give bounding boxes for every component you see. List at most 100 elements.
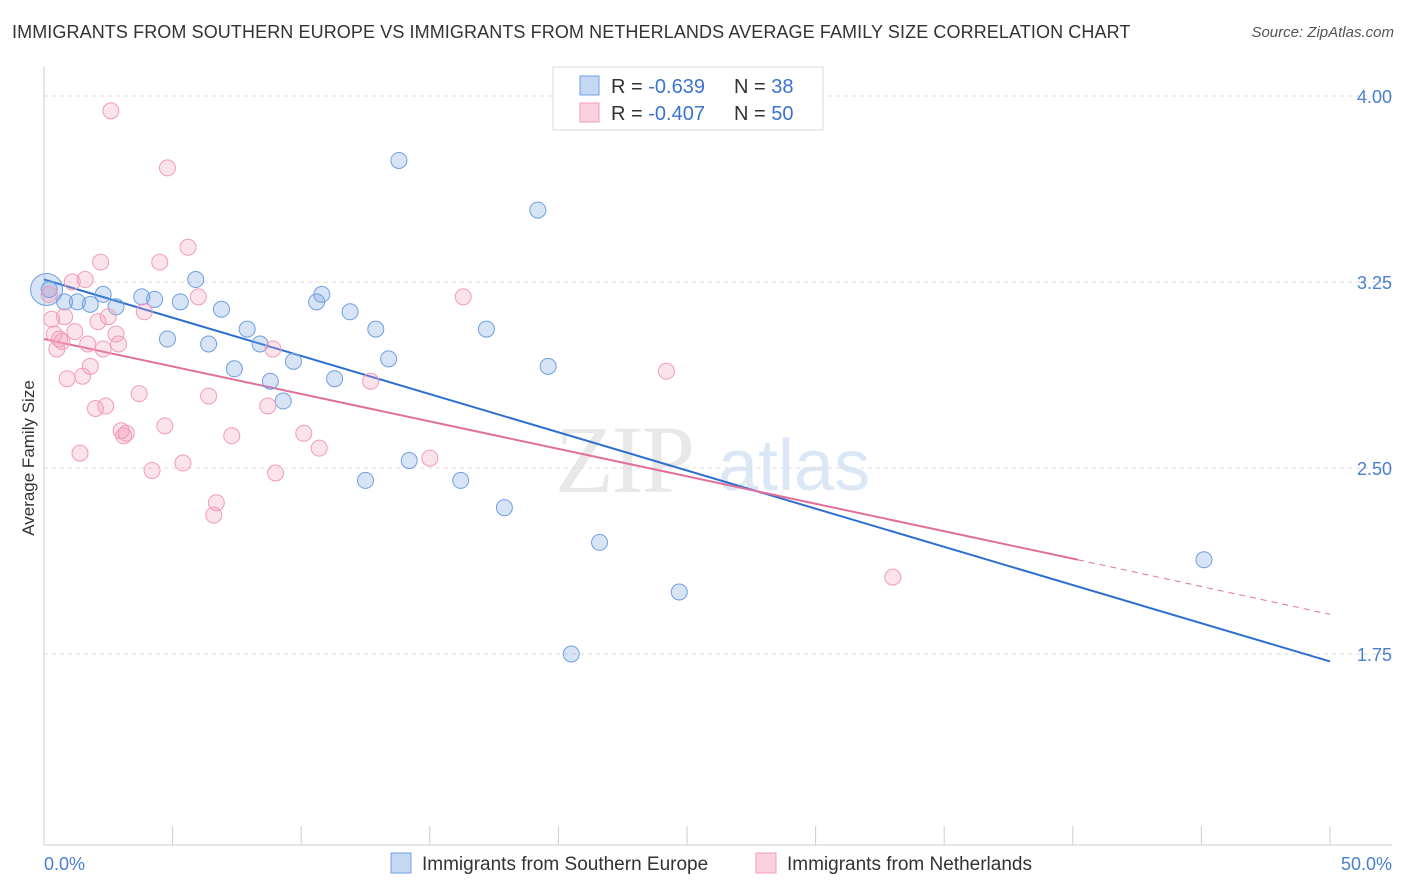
point-netherlands-38	[259, 397, 277, 415]
point-netherlands-12	[81, 357, 99, 375]
svg-text:N = 38: N = 38	[734, 76, 794, 98]
point-southern-europe-16	[261, 372, 279, 390]
point-southern-europe-25	[380, 350, 398, 368]
trend-line-2	[43, 338, 1079, 561]
point-southern-europe-17	[274, 392, 292, 410]
point-netherlands-27	[143, 461, 161, 479]
point-southern-europe-27	[400, 452, 418, 470]
point-southern-europe-26	[390, 151, 408, 169]
trend-line-extension-2	[1077, 559, 1331, 615]
point-netherlands-24	[117, 424, 135, 442]
point-southern-europe-11	[200, 335, 218, 353]
point-netherlands-14	[89, 313, 107, 331]
series-legend: Immigrants from Southern Europe Immigran…	[390, 852, 1032, 875]
point-netherlands-1	[43, 310, 61, 328]
point-netherlands-7	[63, 273, 81, 291]
point-southern-europe-30	[495, 499, 513, 517]
point-southern-europe-14	[238, 320, 256, 338]
point-netherlands-11	[79, 335, 97, 353]
point-netherlands-49	[50, 330, 68, 348]
point-netherlands-23	[115, 427, 133, 445]
point-southern-europe-28	[452, 471, 470, 489]
legend-n-value-2: 50	[771, 103, 793, 125]
point-southern-europe-23	[357, 471, 374, 489]
legend-r-label-1: R =	[611, 76, 648, 98]
legend-swatch-pink	[579, 102, 600, 123]
source-label: Source: ZipAtlas.com	[1251, 24, 1394, 41]
point-southern-europe-8	[158, 330, 176, 348]
y-tick-label-0: 1.75	[1357, 645, 1392, 665]
point-southern-europe-32	[539, 357, 557, 375]
legend-r-value-2: -0.407	[648, 103, 705, 125]
watermark-zip: ZIP	[555, 406, 693, 513]
point-netherlands-32	[179, 238, 197, 256]
point-southern-europe-4	[94, 285, 112, 303]
y-tick-label-1: 2.50	[1357, 459, 1392, 479]
axes: 1.75 2.50 3.25 4.00 0.0% 50.0%	[43, 66, 1392, 874]
point-southern-europe-33	[562, 645, 580, 663]
bottom-legend-label-1: Immigrants from Southern Europe	[422, 854, 708, 875]
bottom-legend-label-2: Immigrants from Netherlands	[787, 854, 1032, 875]
watermark-atlas: atlas	[718, 426, 870, 506]
point-southern-europe-35	[670, 583, 688, 601]
point-netherlands-19	[102, 102, 120, 120]
point-southern-europe-34	[591, 533, 609, 551]
svg-text:N = 50: N = 50	[734, 103, 794, 125]
point-netherlands-41	[295, 424, 313, 442]
bottom-legend-swatch-pink	[755, 852, 777, 874]
point-southern-europe-6	[133, 288, 151, 306]
stats-legend: R = -0.639 N = 38 R = -0.407 N = 50	[552, 66, 824, 131]
data-points	[30, 102, 1213, 663]
point-netherlands-6	[58, 370, 76, 388]
point-netherlands-46	[657, 362, 675, 380]
legend-n-label-2: N =	[734, 103, 771, 125]
point-netherlands-48	[71, 444, 89, 462]
point-netherlands-10	[76, 271, 94, 289]
point-netherlands-37	[223, 427, 241, 445]
legend-r-label-2: R =	[611, 103, 648, 125]
point-netherlands-26	[135, 303, 153, 321]
point-southern-europe-12	[212, 300, 230, 318]
x-tick-label-1: 50.0%	[1341, 854, 1392, 874]
point-southern-europe-10	[187, 271, 205, 289]
point-netherlands-45	[454, 288, 472, 306]
point-southern-europe-20	[313, 285, 331, 303]
point-southern-europe-0	[40, 280, 58, 298]
trend-lines	[43, 278, 1331, 663]
gridlines	[44, 95, 1392, 655]
point-southern-europe-37	[30, 272, 64, 306]
svg-text:R = -0.639: R = -0.639	[611, 76, 705, 98]
point-southern-europe-18	[284, 352, 302, 370]
point-netherlands-28	[151, 253, 169, 271]
legend-swatch-blue	[579, 75, 600, 96]
point-netherlands-4	[53, 333, 71, 351]
point-netherlands-43	[362, 372, 380, 390]
svg-text:R = -0.407: R = -0.407	[611, 103, 705, 125]
point-netherlands-29	[156, 417, 174, 435]
point-netherlands-44	[421, 449, 439, 467]
point-southern-europe-24	[367, 320, 385, 338]
point-netherlands-17	[97, 397, 115, 415]
y-tick-label-2: 3.25	[1357, 273, 1392, 293]
point-southern-europe-31	[529, 201, 547, 219]
point-southern-europe-36	[1195, 551, 1213, 569]
y-axis-label: Average Family Size	[19, 380, 38, 536]
trend-line-1	[43, 278, 1331, 663]
bottom-legend-swatch-blue	[390, 852, 412, 874]
point-netherlands-5	[56, 308, 74, 326]
chart-title: IMMIGRANTS FROM SOUTHERN EUROPE VS IMMIG…	[12, 22, 1131, 42]
point-netherlands-18	[99, 308, 117, 326]
point-southern-europe-21	[326, 370, 344, 388]
point-southern-europe-15	[251, 335, 269, 353]
point-netherlands-33	[189, 288, 207, 306]
point-netherlands-31	[174, 454, 192, 472]
point-netherlands-8	[66, 323, 84, 341]
point-southern-europe-13	[225, 360, 243, 378]
point-netherlands-25	[130, 385, 148, 403]
point-netherlands-42	[310, 439, 328, 457]
point-netherlands-16	[94, 340, 112, 358]
point-southern-europe-7	[146, 290, 164, 308]
point-southern-europe-22	[341, 303, 359, 321]
point-netherlands-47	[884, 568, 902, 586]
